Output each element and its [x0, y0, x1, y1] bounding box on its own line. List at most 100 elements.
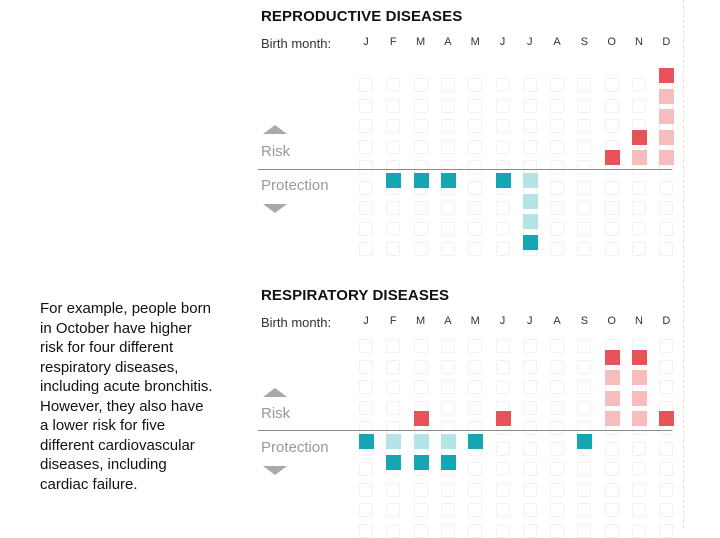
grid-cell — [550, 482, 565, 497]
protection-arrow-down-icon — [263, 204, 287, 213]
month-label: F — [389, 315, 397, 327]
grid-cell — [468, 180, 483, 195]
grid-cell — [440, 400, 455, 415]
month-label: S — [580, 315, 589, 327]
protection-cell — [413, 173, 429, 188]
protection-label: Protection — [261, 177, 329, 194]
grid-cell — [659, 221, 674, 236]
grid-cell — [577, 160, 592, 174]
grid-cell — [495, 339, 510, 353]
protection-cell — [440, 454, 456, 470]
grid-cell — [577, 523, 592, 538]
protection-cell — [468, 434, 484, 449]
grid-cell — [632, 523, 646, 538]
month-label: A — [444, 36, 452, 48]
protection-cell — [522, 214, 538, 229]
grid-cell — [659, 482, 674, 497]
grid-cell — [495, 482, 510, 497]
month-label: N — [635, 36, 643, 48]
risk-cell — [604, 150, 620, 165]
grid-cell — [413, 139, 428, 154]
grid-cell — [359, 359, 373, 374]
grid-cell — [550, 359, 565, 374]
month-label: O — [607, 315, 616, 327]
grid-cell — [522, 139, 537, 154]
chart-axis — [258, 430, 672, 431]
month-label: J — [363, 315, 369, 327]
month-label: A — [553, 315, 561, 327]
page-divider-line — [683, 0, 684, 528]
grid-cell — [468, 503, 483, 517]
grid-cell — [440, 160, 455, 174]
grid-cell — [550, 441, 565, 456]
grid-cell — [359, 421, 373, 435]
grid-cell — [550, 380, 565, 394]
grid-cell — [440, 78, 455, 92]
grid-cell — [413, 359, 428, 374]
grid-cell — [468, 482, 483, 497]
grid-cell — [359, 221, 373, 236]
grid-cell — [386, 98, 401, 113]
grid-cell — [468, 359, 483, 374]
grid-cell — [413, 119, 428, 133]
grid-cell — [604, 78, 619, 92]
grid-cell — [495, 221, 510, 236]
month-label: J — [363, 36, 369, 48]
grid-cell — [413, 503, 428, 517]
month-label: J — [527, 315, 533, 327]
risk-label: Risk — [261, 405, 291, 422]
risk-label: Risk — [261, 143, 291, 160]
grid-cell — [386, 201, 401, 215]
grid-cell — [359, 201, 373, 215]
risk-cell — [632, 349, 647, 365]
grid-cell — [522, 482, 537, 497]
grid-cell — [440, 482, 455, 497]
birth-month-label: Birth month: — [261, 36, 332, 51]
grid-cell — [632, 221, 646, 236]
grid-cell — [468, 242, 483, 256]
grid-cell — [550, 339, 565, 353]
grid-cell — [386, 221, 401, 236]
grid-cell — [577, 462, 592, 476]
month-label: D — [662, 36, 671, 48]
grid-cell — [659, 503, 674, 517]
grid-cell — [359, 482, 373, 497]
grid-cell — [522, 503, 537, 517]
grid-cell — [413, 523, 428, 538]
risk-cell — [604, 411, 620, 426]
grid-cell — [550, 221, 565, 236]
grid-cell — [550, 78, 565, 92]
grid-cell — [577, 98, 592, 113]
grid-cell — [359, 139, 373, 154]
grid-cell — [440, 359, 455, 374]
grid-cell — [577, 421, 592, 435]
grid-cell — [495, 359, 510, 374]
grid-cell — [386, 482, 401, 497]
grid-cell — [468, 139, 483, 154]
month-label: F — [389, 36, 397, 48]
protection-cell — [522, 173, 538, 188]
protection-cell — [522, 234, 538, 250]
reproductive-chart: REPRODUCTIVE DISEASES Birth month: J F M A M… — [258, 8, 678, 256]
grid-cell — [495, 441, 510, 456]
grid-cell — [440, 421, 455, 435]
grid-cell — [577, 201, 592, 215]
grid-cell — [495, 139, 510, 154]
grid-cell — [577, 339, 592, 353]
risk-arrow-up-icon — [263, 125, 287, 134]
grid-cell — [495, 201, 510, 215]
risk-cell — [495, 411, 511, 426]
grid-cell — [577, 221, 592, 236]
grid-cell — [359, 119, 373, 133]
grid-cell — [413, 380, 428, 394]
risk-cell — [604, 349, 620, 365]
grid-cell — [440, 242, 455, 256]
grid-cell — [632, 242, 646, 256]
month-label: A — [553, 36, 561, 48]
risk-cell — [604, 390, 620, 406]
grid-cell — [495, 242, 510, 256]
grid-cell — [495, 119, 510, 133]
risk-cell — [632, 370, 647, 385]
grid-cell — [522, 380, 537, 394]
grid-cell — [468, 160, 483, 174]
